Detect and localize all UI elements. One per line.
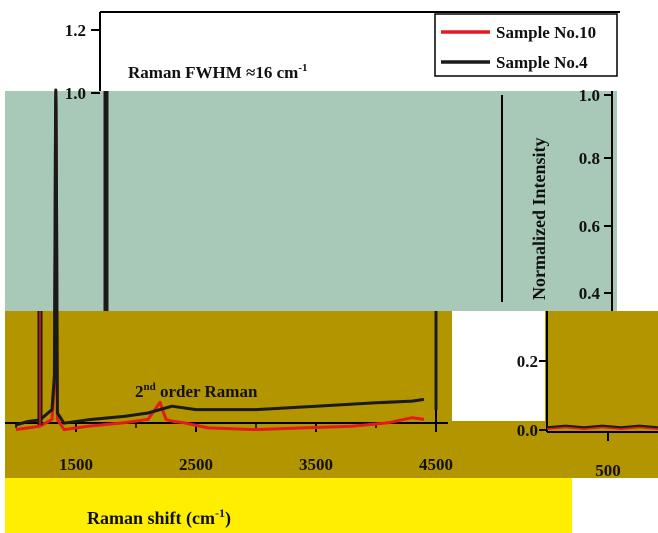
- legend-label-sample-4: Sample No.4: [496, 53, 588, 72]
- main-series-group: [15, 88, 438, 432]
- main-x-tick-label: 1500: [59, 455, 93, 474]
- inset-y-tick-label: 0.2: [517, 352, 538, 371]
- series-sample-4-line: [15, 88, 425, 427]
- white-gap-block: [452, 311, 545, 421]
- white-corner-block: [572, 478, 658, 533]
- inset-series-sample-10-line: [546, 426, 658, 431]
- inset-y-tick-label: 0.4: [579, 284, 601, 303]
- main-x-tick-label: 3500: [299, 455, 333, 474]
- inset-ticks: 1.0 0.8 0.6 0.4 0.2 0.0 500: [517, 86, 621, 480]
- inset-y-tick-label: 0.0: [517, 421, 538, 440]
- main-ticks: 1500 2500 3500 4500 1.2 1.0: [15, 21, 453, 474]
- yellow-overlay-block: [5, 478, 572, 533]
- main-x-tick-label: 2500: [179, 455, 213, 474]
- inset-y-tick-label: 0.6: [579, 217, 600, 236]
- olive-overlay-block: [5, 311, 658, 478]
- inset-series-group: [546, 424, 658, 431]
- legend-box: [434, 13, 618, 77]
- second-order-annotation: 2nd order Raman: [135, 381, 258, 401]
- y-axis-label: Normalized Intensity: [529, 138, 549, 300]
- x-axis-label: Raman shift (cm-1): [87, 506, 231, 529]
- inset-plot-frame: [546, 91, 658, 433]
- inset-y-tick-label: 1.0: [579, 86, 600, 105]
- legend: Sample No.10 Sample No.4: [434, 13, 618, 77]
- inset-y-tick-label: 0.8: [579, 149, 600, 168]
- main-y-tick-label: 1.2: [65, 21, 86, 40]
- main-y-tick-label: 1.0: [65, 84, 86, 103]
- fwhm-annotation: Raman FWHM ≈16 cm-1: [128, 62, 308, 82]
- inset-series-sample-4-line: [546, 424, 658, 429]
- main-x-tick-label: 4500: [419, 455, 453, 474]
- teal-overlay-block: [5, 91, 617, 311]
- inset-x-tick-label: 500: [595, 461, 621, 480]
- legend-label-sample-10: Sample No.10: [496, 23, 596, 42]
